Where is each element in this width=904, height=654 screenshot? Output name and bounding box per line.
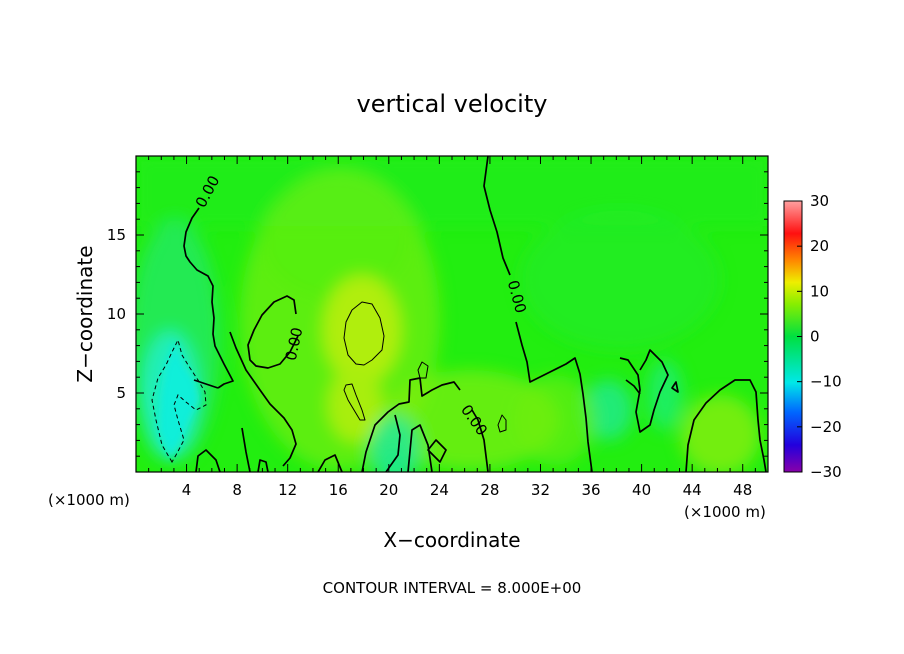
x-tick-label: 40 [632, 481, 651, 499]
field-right-cool-a [583, 380, 633, 440]
field-downdraft-core [158, 340, 200, 460]
x-axis: 4 8 12 16 20 24 28 32 36 40 44 48 [148, 156, 756, 499]
y-axis: 5 10 15 [107, 171, 768, 457]
colorbar-ticks: 30 20 10 0 −10 −20 −30 [797, 192, 842, 481]
y-tick-label: 10 [107, 305, 126, 323]
x-tick-label: 8 [232, 481, 242, 499]
field-updraft-low [327, 367, 383, 443]
x-tick-label: 24 [430, 481, 449, 499]
field-upper-region [136, 156, 768, 226]
field-right-upper [520, 210, 720, 350]
velocity-field [136, 156, 768, 472]
colorbar-tick-label: 10 [810, 282, 829, 300]
x-tick-label: 44 [683, 481, 702, 499]
colorbar-tick-label: −30 [810, 463, 842, 481]
x-tick-label: 28 [480, 481, 499, 499]
field-updraft-core [322, 275, 402, 385]
x-unit-right: (×1000 m) [684, 503, 766, 521]
colorbar-tick-label: 0 [810, 328, 820, 346]
chart-title: vertical velocity [357, 90, 548, 118]
field-mid-cool [370, 415, 420, 472]
x-tick-label: 32 [531, 481, 550, 499]
contour-interval-footer: CONTOUR INTERVAL = 8.000E+00 [323, 579, 582, 597]
contour-negative-line [151, 338, 207, 463]
y-tick-label: 15 [107, 226, 126, 244]
colorbar-tick-label: 20 [810, 237, 829, 255]
x-tick-label: 36 [581, 481, 600, 499]
colorbar-tick-label: −10 [810, 373, 842, 391]
colorbar-tick-label: −20 [810, 418, 842, 436]
field-central-plume [260, 180, 410, 300]
x-tick-label: 16 [329, 481, 348, 499]
field-right-updraft [680, 395, 760, 472]
colorbar-tick-label: 30 [810, 192, 829, 210]
y-axis-label: Z−coordinate [73, 245, 97, 382]
contour-zero-lines [183, 156, 767, 472]
field-right-warm [515, 375, 595, 465]
x-tick-label: 4 [182, 481, 192, 499]
x-tick-label: 48 [733, 481, 752, 499]
y-tick-label: 5 [116, 384, 126, 402]
field-right-cool-b [647, 360, 683, 430]
x-axis-label: X−coordinate [383, 528, 520, 552]
x-tick-label: 20 [379, 481, 398, 499]
x-tick-label: 12 [278, 481, 297, 499]
colorbar: 30 20 10 0 −10 −20 −30 [783, 192, 842, 481]
x-unit-left: (×1000 m) [48, 491, 130, 509]
